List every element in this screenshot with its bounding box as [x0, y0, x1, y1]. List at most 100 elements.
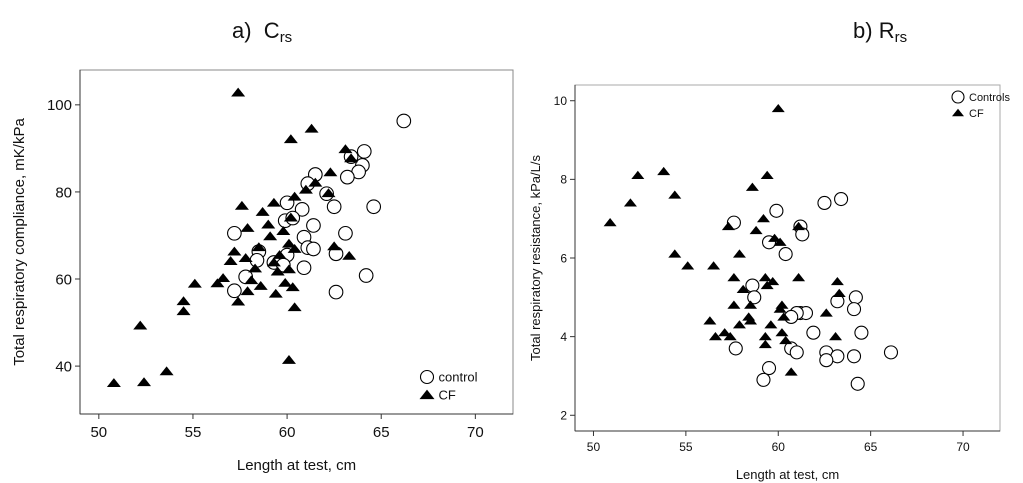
x-axis-label-b: Length at test, cm — [736, 467, 839, 482]
point-b-controls — [819, 353, 834, 368]
point-b-controls — [846, 302, 862, 317]
point-a-control — [294, 201, 310, 217]
point-b-cf — [744, 300, 758, 309]
legend-label-a-1: CF — [439, 388, 456, 403]
point-b-cf — [723, 332, 737, 341]
point-a-cf — [268, 288, 283, 298]
point-a-cf — [308, 177, 323, 187]
point-b-cf — [771, 103, 785, 113]
point-a-cf — [287, 302, 302, 312]
point-b-controls — [817, 195, 832, 211]
point-a-cf — [270, 266, 285, 276]
point-a-cf — [298, 184, 313, 194]
y-tick-label-b: 10 — [554, 94, 568, 108]
point-b-cf — [707, 261, 721, 270]
point-b-cf — [792, 273, 806, 282]
point-a-cf — [344, 153, 359, 163]
point-b-cf — [718, 328, 732, 337]
point-a-cf — [261, 219, 276, 229]
point-b-cf — [681, 261, 695, 270]
point-b-cf — [829, 332, 843, 341]
point-a-control — [358, 268, 374, 283]
y-tick-label-b: 8 — [560, 173, 567, 187]
panel-title-b: b) Rrs — [853, 18, 907, 46]
y-tick-label-b: 4 — [560, 330, 567, 344]
point-a-cf — [342, 250, 357, 260]
point-b-cf — [792, 221, 806, 231]
point-a-cf — [231, 87, 246, 97]
point-a-cf — [321, 188, 336, 198]
x-tick-label-a: 60 — [279, 424, 296, 441]
point-a-cf — [283, 134, 298, 144]
point-a-cf — [338, 144, 353, 154]
legend-marker-a-1 — [419, 389, 435, 400]
chart-resistance: 50 55 60 65 70 2 4 6 8 10 Length at test, cm Total … — [528, 84, 1010, 482]
panel-title-b-main: R — [878, 18, 895, 43]
y-tick-label-a: 60 — [55, 271, 72, 288]
point-a-cf — [187, 278, 202, 288]
point-b-controls — [806, 325, 821, 340]
plot-frame-a — [79, 69, 514, 415]
y-tick-label-b: 2 — [560, 409, 567, 423]
point-a-cf — [223, 256, 238, 266]
x-tick-label-a: 55 — [185, 424, 202, 441]
point-a-control — [328, 284, 344, 300]
legend-label-b-0: Controls — [969, 92, 1010, 104]
point-b-cf — [758, 273, 772, 282]
legend-marker-b-0 — [951, 90, 965, 104]
point-a-control — [339, 169, 355, 185]
chart-compliance: 50 55 60 65 70 40 60 80 100 Length at test, cm Tot… — [11, 69, 514, 474]
point-a-control — [396, 113, 412, 129]
point-a-control — [249, 252, 265, 268]
point-b-cf — [727, 273, 741, 282]
point-a-cf — [234, 200, 249, 210]
legend-label-a-0: control — [439, 370, 478, 385]
point-b-cf — [832, 288, 846, 297]
point-b-cf — [732, 320, 746, 329]
point-a-cf — [327, 241, 342, 251]
point-a-cf — [176, 306, 191, 316]
point-a-control — [227, 225, 242, 241]
point-b-cf — [784, 367, 798, 376]
point-b-controls — [745, 278, 760, 293]
legend-marker-a-0 — [419, 369, 435, 385]
point-b-cf — [819, 308, 833, 317]
panel-label-a: a) — [232, 18, 252, 43]
point-a-cf — [281, 355, 296, 364]
point-b-controls — [846, 349, 862, 364]
y-axis-label-a: Total respiratory compliance, mK/kPa — [11, 118, 28, 366]
y-tick-label-a: 80 — [55, 184, 72, 201]
point-a-cf — [227, 246, 242, 256]
point-b-controls — [778, 247, 793, 262]
x-tick-label-a: 70 — [467, 424, 484, 441]
point-b-cf — [756, 214, 770, 223]
point-a-cf — [253, 280, 268, 290]
point-b-cf — [623, 198, 637, 207]
point-a-control — [306, 218, 321, 233]
x-axis-label-a: Length at test, cm — [237, 457, 356, 474]
point-a-cf — [272, 250, 287, 259]
point-a-cf — [287, 243, 302, 253]
panel-title-a-sub: rs — [279, 29, 293, 46]
x-tick-label-b: 60 — [772, 440, 786, 454]
y-tick-label-a: 40 — [55, 359, 72, 376]
y-axis-label-b: Total respiratory resistance, kPa/L/s — [528, 155, 543, 361]
point-a-cf — [278, 277, 293, 287]
point-b-controls — [761, 361, 777, 376]
point-a-cf — [238, 253, 253, 262]
point-b-cf — [732, 249, 746, 258]
panel-title-b-sub: rs — [894, 29, 908, 46]
legend-b: Controls CF — [951, 90, 1010, 120]
point-a-control — [326, 199, 342, 215]
point-b-cf — [775, 328, 789, 337]
panel-title-a-main: C — [263, 18, 280, 43]
point-a-cf — [285, 282, 300, 292]
point-a-cf — [281, 238, 296, 248]
y-tick-label-a: 100 — [47, 97, 72, 114]
point-a-cf — [240, 223, 255, 232]
point-b-controls — [728, 341, 743, 356]
point-b-cf — [742, 312, 756, 321]
point-a-cf — [216, 273, 231, 283]
point-a-control — [306, 241, 321, 257]
